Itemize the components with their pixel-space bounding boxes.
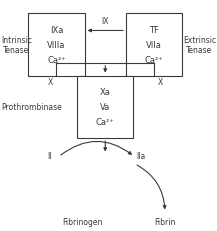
Text: Prothrombinase: Prothrombinase bbox=[1, 103, 62, 112]
Text: Xa: Xa bbox=[100, 88, 111, 97]
Text: Intrinsic
Tenase: Intrinsic Tenase bbox=[1, 35, 32, 55]
Text: Fibrinogen: Fibrinogen bbox=[62, 217, 103, 226]
Text: X: X bbox=[158, 77, 163, 86]
Text: X: X bbox=[47, 77, 53, 86]
Text: VIIa: VIIa bbox=[146, 41, 162, 49]
Text: Ca²⁺: Ca²⁺ bbox=[47, 56, 66, 64]
Text: Va: Va bbox=[100, 103, 110, 112]
Bar bbox=[77, 76, 133, 139]
Bar bbox=[126, 14, 182, 76]
Bar bbox=[28, 14, 85, 76]
Text: Ca²⁺: Ca²⁺ bbox=[96, 118, 115, 127]
Text: IIa: IIa bbox=[137, 152, 146, 160]
Text: IXa: IXa bbox=[50, 26, 63, 34]
Text: VIIIa: VIIIa bbox=[47, 41, 66, 49]
Text: Extrinsic
Tenase: Extrinsic Tenase bbox=[183, 35, 216, 55]
Text: Fibrin: Fibrin bbox=[154, 217, 176, 226]
Text: IX: IX bbox=[102, 17, 109, 26]
Text: Ca²⁺: Ca²⁺ bbox=[145, 56, 163, 64]
Text: TF: TF bbox=[149, 26, 159, 34]
Text: II: II bbox=[48, 152, 52, 160]
